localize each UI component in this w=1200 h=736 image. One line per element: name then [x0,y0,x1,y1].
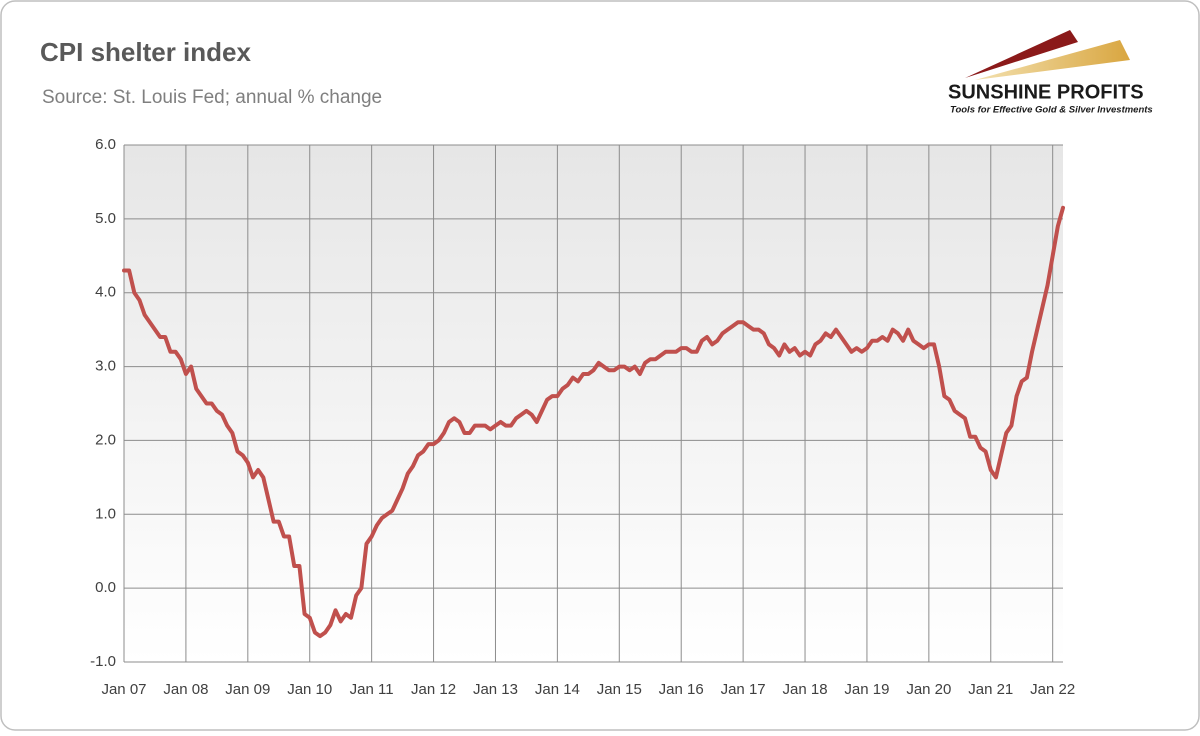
logo-name: SUNSHINE PROFITS [948,81,1144,103]
x-tick-label: Jan 19 [844,681,889,698]
chart-subtitle: Source: St. Louis Fed; annual % change [42,87,382,108]
y-tick-label: 0.0 [95,579,116,596]
x-tick-label: Jan 16 [659,681,704,698]
logo-tagline: Tools for Effective Gold & Silver Invest… [950,105,1153,116]
y-tick-label: 1.0 [95,505,116,522]
x-tick-label: Jan 14 [535,681,580,698]
x-tick-label: Jan 15 [597,681,642,698]
data-line [122,205,1065,639]
x-tick-label: Jan 09 [225,681,270,698]
y-tick-label: -1.0 [90,653,116,670]
x-tick-label: Jan 20 [906,681,951,698]
y-tick-label: 5.0 [95,210,116,227]
chart-title: CPI shelter index [40,37,251,67]
logo: SUNSHINE PROFITS Tools for Effective Gol… [948,30,1153,116]
logo-arrow [965,30,1078,78]
logo-arrow [975,40,1130,80]
x-tick-label: Jan 11 [350,681,394,698]
x-tick-label: Jan 18 [783,681,828,698]
x-tick-label: Jan 08 [163,681,208,698]
y-tick-label: 4.0 [95,284,116,301]
x-tick-label: Jan 21 [968,681,1013,698]
x-tick-label: Jan 22 [1030,681,1075,698]
x-tick-label: Jan 17 [721,681,766,698]
x-tick-label: Jan 07 [101,681,146,698]
plot-area [124,145,1063,662]
x-tick-label: Jan 10 [287,681,332,698]
y-tick-label: 6.0 [95,136,116,153]
x-tick-label: Jan 12 [411,681,456,698]
y-tick-label: 2.0 [95,431,116,448]
y-tick-label: 3.0 [95,358,116,375]
x-tick-label: Jan 13 [473,681,518,698]
